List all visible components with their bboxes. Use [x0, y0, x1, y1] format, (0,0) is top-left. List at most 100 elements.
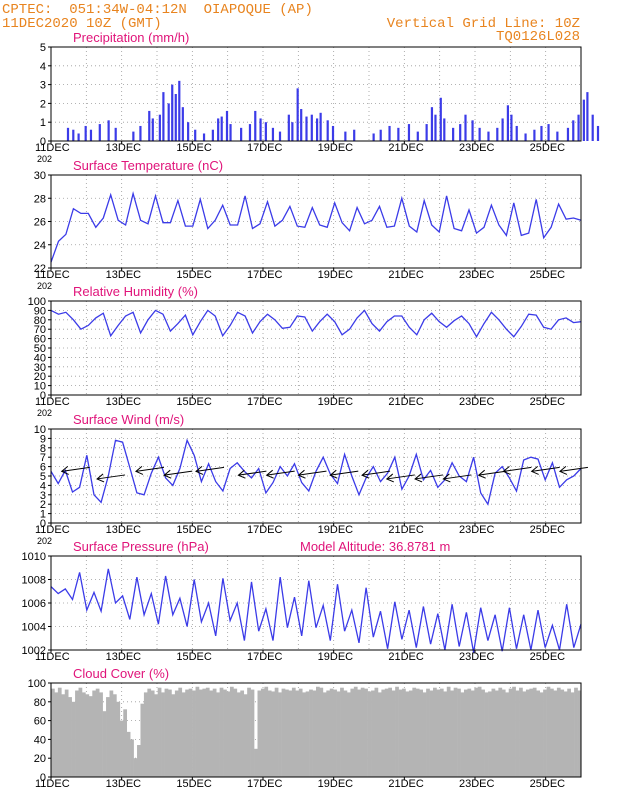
- cloud-bar: [188, 688, 193, 777]
- wind-xtick-label: 13DEC: [106, 524, 142, 536]
- precip-bar: [515, 125, 518, 141]
- precip-bar: [187, 122, 190, 141]
- precip-bar: [66, 127, 70, 141]
- cloud-bar: [467, 688, 472, 777]
- temperature-plot-area: [50, 175, 582, 268]
- wind-xtick-label: 25DEC: [530, 524, 566, 536]
- wind-arrow-shaft: [330, 470, 359, 476]
- precip-bar: [248, 124, 252, 141]
- precip-bar: [202, 133, 206, 141]
- header-location: CPTEC: 051:34W-04:12N OIAPOQUE (AP): [2, 2, 313, 18]
- precip-bar: [487, 131, 490, 141]
- precip-bar: [229, 124, 232, 141]
- precip-bar: [540, 125, 543, 141]
- wind-arrow-shaft: [238, 470, 267, 476]
- precip-bar: [319, 112, 322, 141]
- wind-arrow: [530, 466, 560, 475]
- temperature-line: [50, 191, 582, 263]
- precip-bar: [434, 114, 437, 141]
- wind-xtick-label: 19DEC: [318, 524, 354, 536]
- cloud-bar: [460, 692, 465, 777]
- cloud-bar: [181, 692, 186, 777]
- cloud-bar: [147, 688, 152, 777]
- pressure-annotation: Model Altitude: 36.8781 m: [300, 539, 450, 554]
- cloud-bar: [457, 688, 461, 777]
- cloud-bar: [57, 687, 62, 777]
- precip-bar: [271, 127, 275, 141]
- precip-bar: [372, 133, 375, 141]
- precip-bar: [471, 120, 474, 141]
- precip-bar: [478, 127, 481, 141]
- pressure-xtick-label: 25DEC: [530, 651, 566, 663]
- humidity-ytick-label: 80: [34, 315, 46, 327]
- cloud-bar: [119, 720, 124, 777]
- wind-ytick-label: 7: [40, 452, 46, 464]
- humidity-plot-area: [50, 301, 582, 395]
- wind-ytick-label: 2: [40, 499, 46, 511]
- wind-arrow-shaft: [298, 470, 327, 476]
- cloud-bar: [577, 690, 582, 777]
- temperature-ytick-label: 24: [34, 240, 46, 252]
- precipitation-xtick-label: 25DEC: [530, 142, 566, 154]
- cloud-bar: [192, 690, 196, 777]
- humidity-year-label: 202: [37, 408, 52, 418]
- humidity-ytick-label: 100: [28, 296, 46, 308]
- precip-bar: [596, 125, 600, 141]
- cloud-bar: [329, 688, 334, 777]
- cloud-xtick-label: 13DEC: [106, 778, 142, 790]
- cloud-xtick-label: 25DEC: [530, 778, 566, 790]
- cloud-bar: [278, 692, 282, 777]
- cloud-bar: [274, 687, 279, 777]
- humidity-xtick-label: 11DEC: [35, 396, 70, 408]
- wind-line: [50, 438, 582, 506]
- cloud-bar: [443, 691, 448, 777]
- wind-arrow-shaft: [414, 474, 444, 480]
- pressure-title: Surface Pressure (hPa): [73, 539, 209, 554]
- wind-xtick-label: 21DEC: [388, 524, 424, 536]
- precip-bar: [167, 103, 170, 141]
- cloud-bar: [498, 687, 503, 777]
- cloud-bar: [415, 688, 420, 777]
- wind-arrow: [195, 466, 225, 475]
- cloud-bar: [408, 690, 413, 777]
- cloud-bar: [302, 692, 306, 777]
- temperature-xtick-label: 15DEC: [176, 269, 212, 281]
- cloud-bar: [123, 709, 128, 777]
- cloud-bar: [343, 690, 348, 777]
- cloud-bar: [195, 686, 200, 777]
- cloud-bar: [570, 692, 575, 777]
- wind-arrow: [442, 473, 472, 483]
- precip-bar: [316, 118, 319, 141]
- precip-bar: [582, 99, 585, 141]
- precip-bar: [151, 118, 154, 141]
- wind-arrow-head: [530, 466, 539, 475]
- cloud-bar: [512, 686, 516, 777]
- pressure-ytick-label: 1004: [22, 622, 46, 634]
- cloud-bar: [88, 696, 93, 777]
- precipitation-ytick-label: 1: [40, 117, 46, 129]
- wind-ytick-label: 10: [34, 424, 46, 436]
- precip-bar: [388, 125, 391, 141]
- cloud-bar: [164, 688, 169, 777]
- wind-arrow: [60, 466, 90, 475]
- precip-bar: [77, 133, 80, 141]
- cloud-bar: [539, 692, 544, 777]
- cloud-bar: [285, 689, 289, 777]
- cloud-bar: [381, 689, 386, 777]
- humidity-xtick-label: 21DEC: [388, 396, 424, 408]
- wind-arrow-head: [477, 469, 486, 479]
- cloud-bar: [143, 692, 148, 777]
- cloud-bar: [515, 690, 520, 777]
- temperature-xtick-label: 13DEC: [106, 269, 142, 281]
- cloud-bar: [291, 687, 296, 777]
- cloud-bar: [298, 688, 303, 777]
- precipitation-title: Precipitation (mm/h): [73, 30, 189, 45]
- cloud-bar: [216, 692, 220, 777]
- cloud-bar: [371, 690, 375, 777]
- cloud-bar: [288, 690, 293, 777]
- cloud-bar: [243, 694, 248, 777]
- pressure-ytick-label: 1010: [22, 551, 46, 563]
- cloud-bar: [553, 690, 558, 777]
- cloud-bar: [405, 691, 410, 777]
- humidity-xtick-label: 17DEC: [247, 396, 283, 408]
